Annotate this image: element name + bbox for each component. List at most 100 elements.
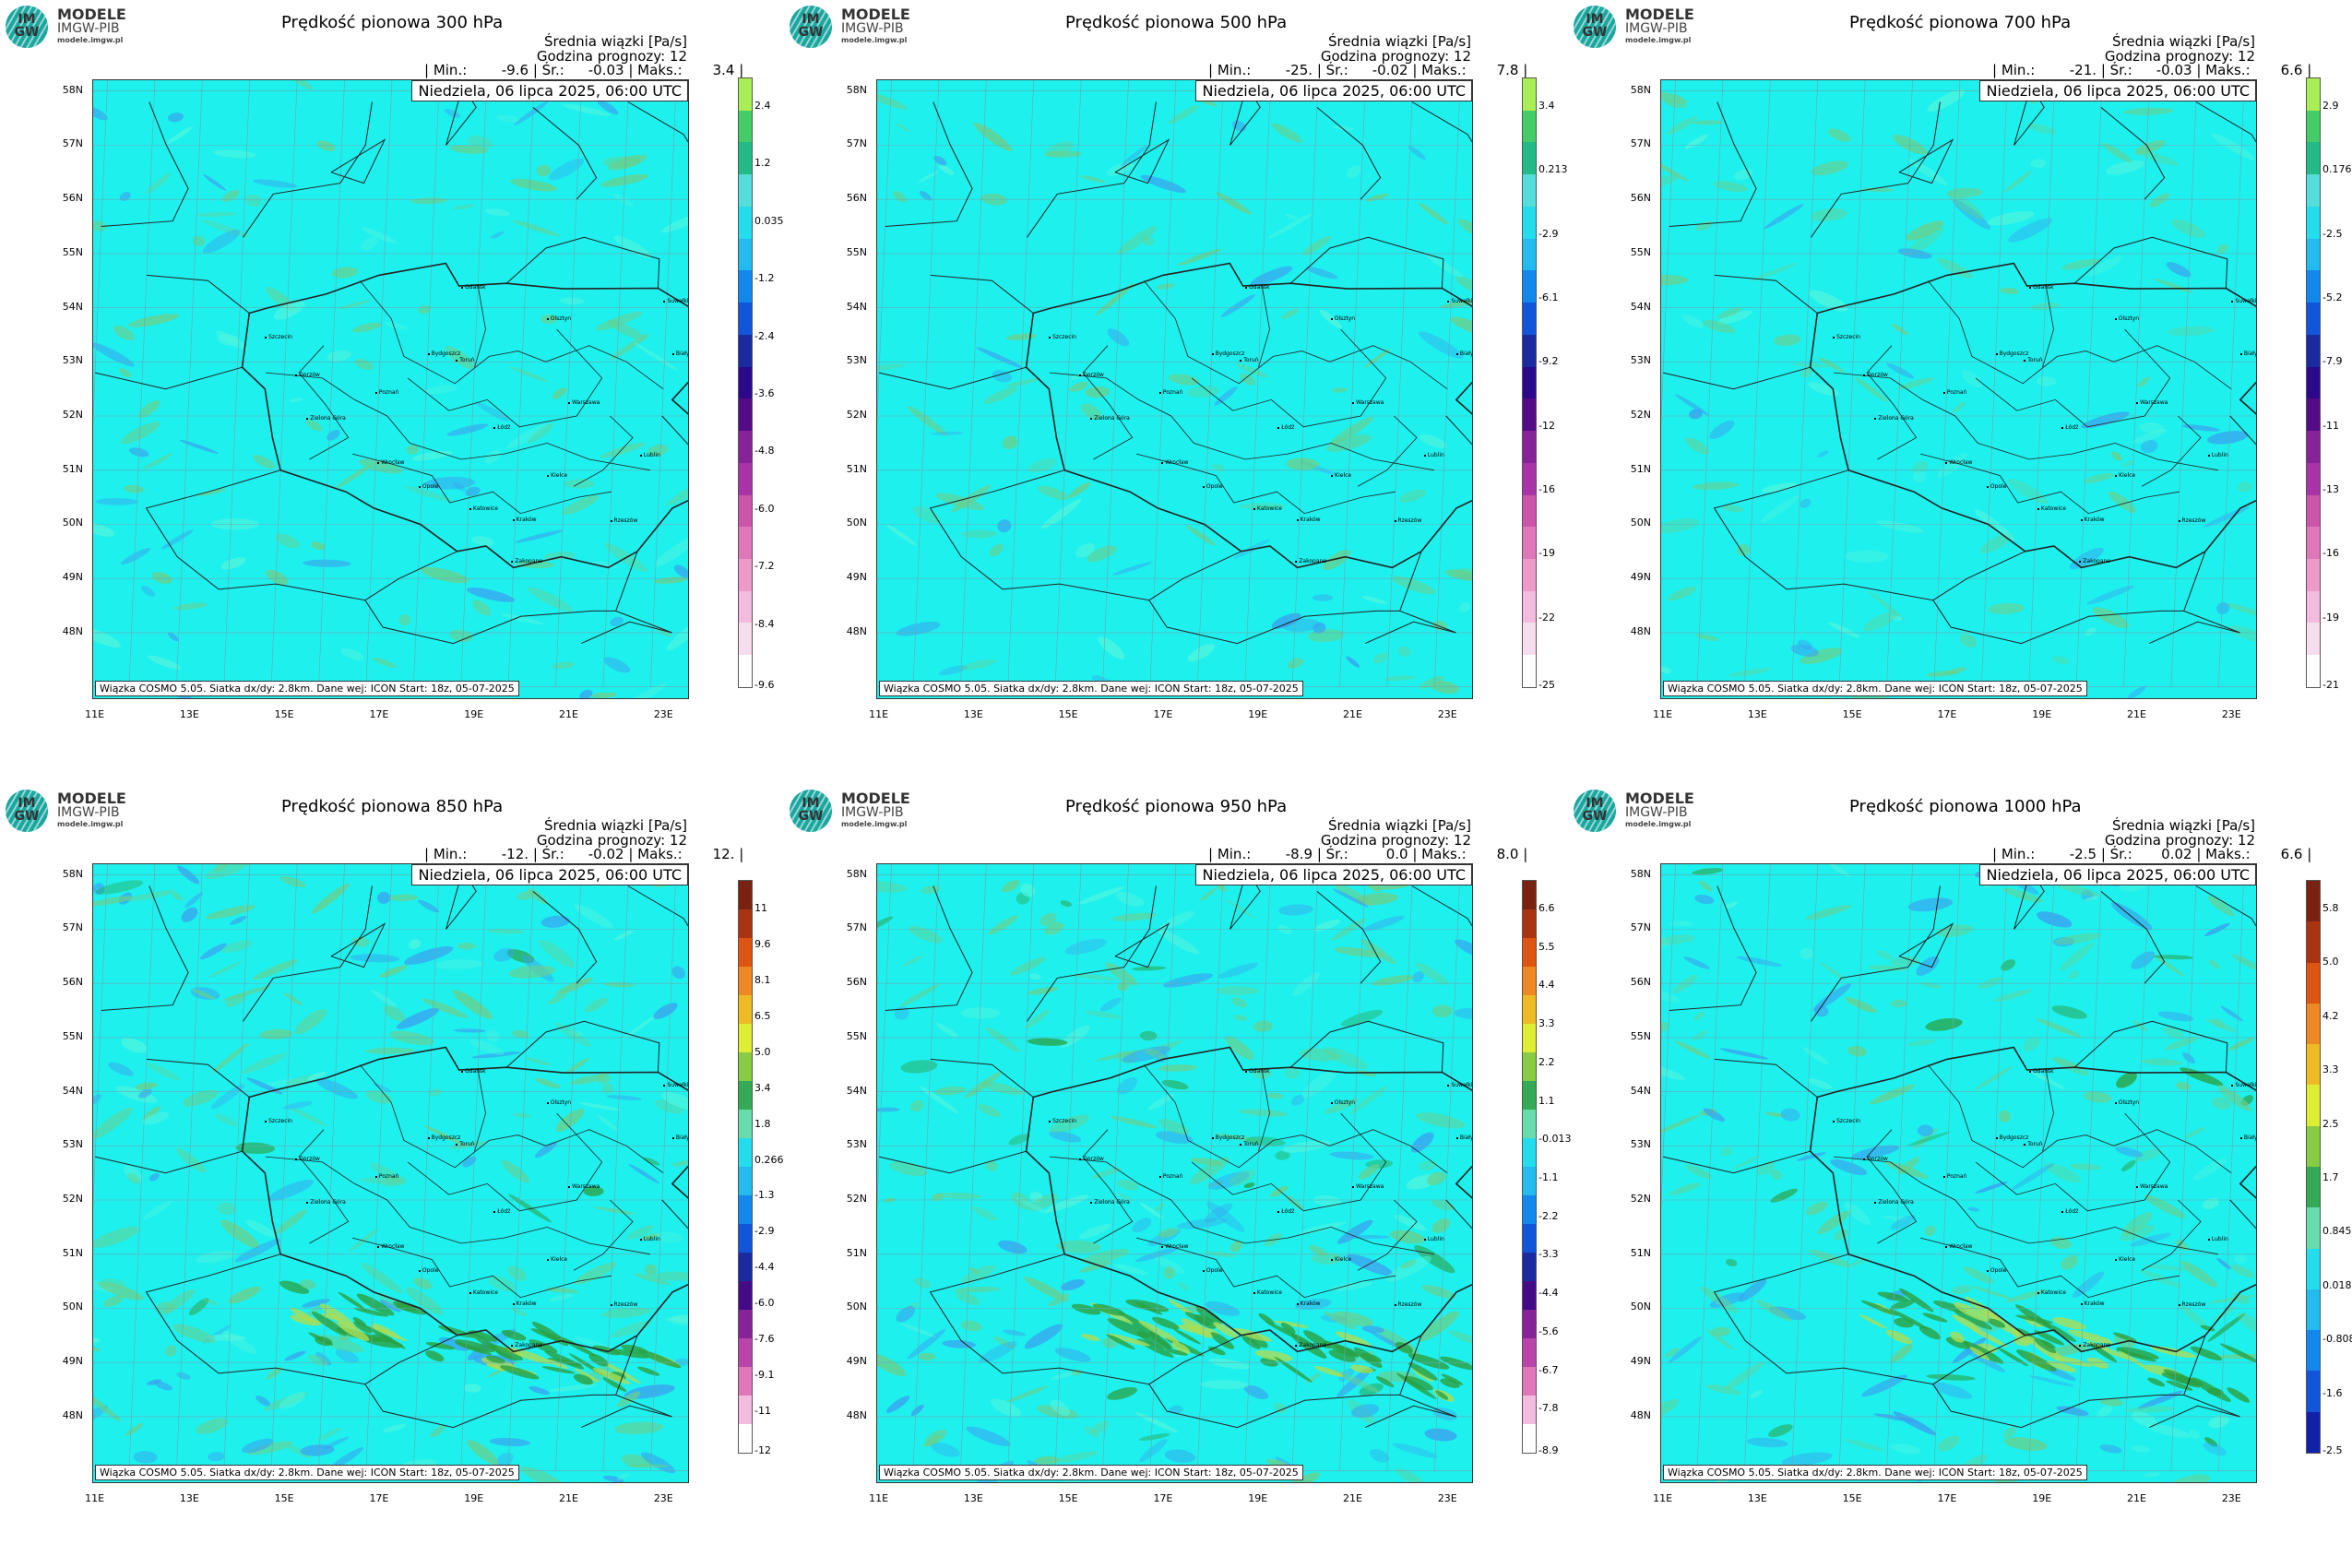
- colorbar-segment: [1523, 655, 1536, 687]
- colorbar-tick-label: 2.2: [1538, 1055, 1555, 1068]
- field-blob: [985, 1027, 1020, 1052]
- graticule-meridian: [960, 80, 987, 687]
- field-blob: [1664, 1348, 1680, 1359]
- field-blob: [1455, 276, 1472, 293]
- field-blob: [1975, 1181, 2008, 1194]
- field-blob: [173, 602, 208, 611]
- field-blob: [1079, 1261, 1111, 1273]
- field-blob: [294, 1008, 327, 1035]
- field-blob: [1969, 1347, 1990, 1360]
- field-blob: [167, 113, 184, 123]
- colorbar-segment: [739, 938, 752, 967]
- field-blob: [141, 1111, 170, 1125]
- field-blob: [449, 1141, 489, 1149]
- field-blob: [252, 959, 299, 980]
- city-label: Lublin: [639, 1236, 660, 1243]
- field-blob: [1205, 1301, 1241, 1316]
- field-blob: [885, 1396, 910, 1413]
- field-blob: [2206, 1018, 2236, 1032]
- coast-border-line: [615, 610, 672, 634]
- coast-border-line: [2148, 1405, 2240, 1429]
- stat-min-label: | Min.:: [424, 846, 468, 862]
- voivodeship-border: [1135, 1237, 1396, 1299]
- field-blob: [1845, 997, 1877, 1014]
- field-blob: [208, 961, 243, 978]
- field-blob: [196, 1418, 228, 1434]
- lat-label: 52N: [846, 409, 867, 422]
- field-blob: [379, 965, 408, 978]
- field-blob: [489, 1437, 530, 1447]
- field-blob: [1390, 1229, 1426, 1244]
- graticule-meridian: [1661, 864, 1676, 1208]
- field-blob: [1299, 1048, 1340, 1062]
- field-blob: [608, 320, 646, 340]
- graticule-meridian: [1981, 80, 2008, 687]
- field-blob: [389, 1030, 434, 1046]
- field-blob: [1420, 675, 1444, 689]
- city-label: Toruń: [456, 356, 475, 363]
- field-blob: [1661, 1114, 1700, 1134]
- panel-title: Prędkość pionowa 700 hPa: [1849, 13, 2072, 32]
- field-blob: [1938, 1435, 1960, 1452]
- voivodeship-border: [359, 279, 664, 390]
- poland-border: [1025, 262, 1472, 569]
- field-blob: [1311, 1252, 1344, 1265]
- field-blob: [1182, 1318, 1213, 1339]
- stat-avg: -0.03: [2156, 62, 2192, 78]
- colorbar-segment: [739, 1396, 752, 1424]
- field-blob: [126, 889, 176, 902]
- field-blob: [1693, 120, 1724, 125]
- stat-avg-label: | Śr.:: [1316, 62, 1348, 78]
- lat-label: 52N: [1630, 409, 1651, 422]
- field-blob: [396, 1007, 440, 1029]
- field-blob: [93, 106, 108, 121]
- field-blob: [352, 1317, 367, 1327]
- colorbar-tick-label: -4.8: [754, 445, 775, 457]
- field-blob: [1350, 1364, 1373, 1373]
- colorbar-tick-label: 1.8: [754, 1117, 771, 1130]
- colorbar-tick-label: -1.6: [2322, 1386, 2343, 1399]
- graticule-meridian: [93, 864, 108, 1208]
- coast-border-line: [2229, 415, 2256, 445]
- field-blob: [1685, 134, 1708, 149]
- field-blob: [1877, 1291, 1909, 1302]
- field-blob: [601, 1083, 614, 1094]
- stat-max-label: | Maks.:: [628, 846, 683, 862]
- field-blob: [1418, 1160, 1438, 1170]
- field-blob: [1441, 1373, 1464, 1385]
- poland-border: [241, 1046, 688, 1353]
- field-blob: [877, 90, 908, 110]
- field-blob: [1060, 900, 1072, 908]
- field-blob: [1169, 1405, 1183, 1414]
- city-label: Łódź: [2061, 424, 2079, 432]
- field-blob: [93, 625, 122, 648]
- field-blob: [119, 191, 131, 201]
- field-blob: [1800, 947, 1813, 960]
- coast-border-line: [2073, 236, 2228, 289]
- colorbar-tick-label: 2.4: [754, 100, 771, 112]
- field-blob: [1375, 1376, 1395, 1387]
- graticule-meridian: [555, 864, 582, 1471]
- field-blob: [675, 1358, 688, 1366]
- field-blob: [1280, 1322, 1296, 1335]
- lon-label: 15E: [1058, 1492, 1078, 1504]
- field-blob: [1720, 1146, 1732, 1157]
- lon-label: 17E: [1937, 1492, 1957, 1504]
- field-blob: [1724, 1361, 1764, 1391]
- field-blob: [1061, 1279, 1086, 1290]
- field-blob: [2149, 193, 2170, 208]
- lat-label: 49N: [1630, 1355, 1651, 1368]
- model-footer: Wiązka COSMO 5.05. Siatka dx/dy: 2.8km. …: [879, 681, 1303, 696]
- lon-label: 21E: [559, 1492, 578, 1504]
- field-blob: [653, 1231, 683, 1243]
- colorbar-segment: [739, 909, 752, 938]
- coast-border-line: [1932, 551, 2206, 645]
- colorbar-tick-label: -3.6: [754, 387, 775, 399]
- field-blob: [160, 529, 194, 550]
- field-blob: [1372, 975, 1414, 986]
- graticule-meridian: [176, 864, 203, 1471]
- field-blob: [545, 1287, 579, 1294]
- colorbar-segment: [1523, 1052, 1536, 1081]
- graticule-meridian: [128, 864, 156, 1471]
- field-blob: [455, 1339, 495, 1353]
